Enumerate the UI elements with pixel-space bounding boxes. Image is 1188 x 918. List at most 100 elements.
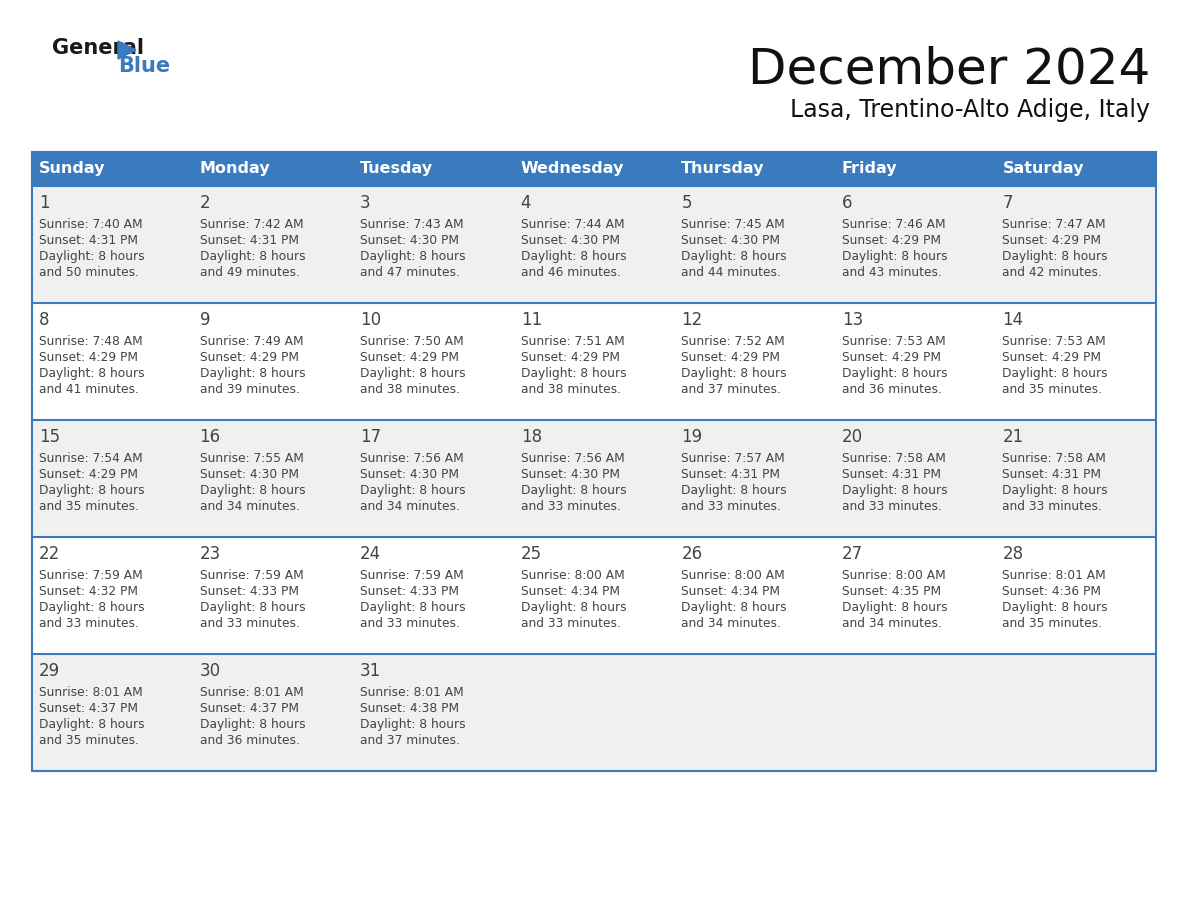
Text: 24: 24 [360,545,381,563]
Text: Sunset: 4:35 PM: Sunset: 4:35 PM [842,585,941,598]
Text: Daylight: 8 hours: Daylight: 8 hours [520,484,626,497]
Text: Daylight: 8 hours: Daylight: 8 hours [39,367,145,380]
Text: and 41 minutes.: and 41 minutes. [39,383,139,396]
Text: Sunrise: 7:43 AM: Sunrise: 7:43 AM [360,218,463,231]
Text: Sunset: 4:37 PM: Sunset: 4:37 PM [39,702,138,715]
Text: 25: 25 [520,545,542,563]
Text: and 33 minutes.: and 33 minutes. [681,500,782,513]
Text: 19: 19 [681,428,702,446]
Text: Daylight: 8 hours: Daylight: 8 hours [520,250,626,263]
Text: and 33 minutes.: and 33 minutes. [842,500,942,513]
Text: Daylight: 8 hours: Daylight: 8 hours [360,718,466,731]
Text: Daylight: 8 hours: Daylight: 8 hours [360,250,466,263]
Text: Daylight: 8 hours: Daylight: 8 hours [681,601,786,614]
Text: 3: 3 [360,194,371,212]
Text: Daylight: 8 hours: Daylight: 8 hours [200,367,305,380]
Text: Daylight: 8 hours: Daylight: 8 hours [200,484,305,497]
Bar [32,186,1156,303]
Text: 6: 6 [842,194,852,212]
Text: and 50 minutes.: and 50 minutes. [39,266,139,279]
Text: 5: 5 [681,194,691,212]
Text: 30: 30 [200,662,221,680]
Text: 1: 1 [39,194,50,212]
Text: 10: 10 [360,311,381,329]
Text: Sunrise: 7:50 AM: Sunrise: 7:50 AM [360,335,463,348]
Text: Daylight: 8 hours: Daylight: 8 hours [842,484,948,497]
Text: 16: 16 [200,428,221,446]
Text: and 43 minutes.: and 43 minutes. [842,266,942,279]
Text: and 39 minutes.: and 39 minutes. [200,383,299,396]
Text: and 34 minutes.: and 34 minutes. [681,617,782,630]
Text: Saturday: Saturday [1003,162,1083,176]
Text: Sunrise: 8:01 AM: Sunrise: 8:01 AM [1003,569,1106,582]
Text: Sunset: 4:30 PM: Sunset: 4:30 PM [360,468,459,481]
Text: Sunset: 4:31 PM: Sunset: 4:31 PM [39,234,138,247]
Text: Sunset: 4:36 PM: Sunset: 4:36 PM [1003,585,1101,598]
Text: Sunset: 4:34 PM: Sunset: 4:34 PM [520,585,620,598]
Text: and 33 minutes.: and 33 minutes. [360,617,460,630]
Text: Thursday: Thursday [681,162,765,176]
Text: Friday: Friday [842,162,897,176]
Text: Sunrise: 7:42 AM: Sunrise: 7:42 AM [200,218,303,231]
Text: Sunset: 4:30 PM: Sunset: 4:30 PM [520,234,620,247]
Text: 14: 14 [1003,311,1024,329]
Text: Sunrise: 7:57 AM: Sunrise: 7:57 AM [681,452,785,465]
Text: Sunrise: 7:52 AM: Sunrise: 7:52 AM [681,335,785,348]
Text: 17: 17 [360,428,381,446]
Text: and 38 minutes.: and 38 minutes. [360,383,460,396]
Text: 2: 2 [200,194,210,212]
Text: 31: 31 [360,662,381,680]
Text: Tuesday: Tuesday [360,162,434,176]
Bar [192,152,353,186]
Text: and 33 minutes.: and 33 minutes. [39,617,139,630]
Bar [675,152,835,186]
Text: Sunrise: 7:48 AM: Sunrise: 7:48 AM [39,335,143,348]
Text: Sunset: 4:29 PM: Sunset: 4:29 PM [360,351,459,364]
Text: Daylight: 8 hours: Daylight: 8 hours [360,484,466,497]
Text: Daylight: 8 hours: Daylight: 8 hours [200,718,305,731]
Text: and 49 minutes.: and 49 minutes. [200,266,299,279]
Text: Sunset: 4:29 PM: Sunset: 4:29 PM [39,468,138,481]
Text: Daylight: 8 hours: Daylight: 8 hours [360,367,466,380]
Text: Sunrise: 7:55 AM: Sunrise: 7:55 AM [200,452,303,465]
Text: Sunrise: 7:58 AM: Sunrise: 7:58 AM [1003,452,1106,465]
Bar [32,537,1156,654]
Text: Sunrise: 7:51 AM: Sunrise: 7:51 AM [520,335,625,348]
Text: and 36 minutes.: and 36 minutes. [842,383,942,396]
Text: Sunrise: 8:00 AM: Sunrise: 8:00 AM [681,569,785,582]
Text: Sunrise: 8:01 AM: Sunrise: 8:01 AM [360,686,463,699]
Text: Sunset: 4:31 PM: Sunset: 4:31 PM [842,468,941,481]
Text: and 46 minutes.: and 46 minutes. [520,266,620,279]
Text: Sunrise: 7:53 AM: Sunrise: 7:53 AM [1003,335,1106,348]
Text: 27: 27 [842,545,862,563]
Text: and 42 minutes.: and 42 minutes. [1003,266,1102,279]
Text: and 44 minutes.: and 44 minutes. [681,266,782,279]
Text: Sunset: 4:37 PM: Sunset: 4:37 PM [200,702,298,715]
Text: 26: 26 [681,545,702,563]
Text: Sunset: 4:30 PM: Sunset: 4:30 PM [200,468,298,481]
Text: Daylight: 8 hours: Daylight: 8 hours [39,250,145,263]
Text: Sunrise: 7:56 AM: Sunrise: 7:56 AM [520,452,625,465]
Text: Sunset: 4:29 PM: Sunset: 4:29 PM [1003,351,1101,364]
Text: 23: 23 [200,545,221,563]
Text: Monday: Monday [200,162,270,176]
Text: Sunrise: 8:01 AM: Sunrise: 8:01 AM [200,686,303,699]
Text: 11: 11 [520,311,542,329]
Text: Sunset: 4:30 PM: Sunset: 4:30 PM [360,234,459,247]
Text: Sunset: 4:29 PM: Sunset: 4:29 PM [520,351,620,364]
Text: Sunrise: 7:47 AM: Sunrise: 7:47 AM [1003,218,1106,231]
Bar [996,152,1156,186]
Text: 18: 18 [520,428,542,446]
Text: Sunrise: 8:00 AM: Sunrise: 8:00 AM [842,569,946,582]
Text: 4: 4 [520,194,531,212]
Text: Sunset: 4:31 PM: Sunset: 4:31 PM [681,468,781,481]
Bar [32,152,192,186]
Text: Sunset: 4:29 PM: Sunset: 4:29 PM [842,351,941,364]
Text: Sunset: 4:29 PM: Sunset: 4:29 PM [842,234,941,247]
Text: 28: 28 [1003,545,1024,563]
Text: December 2024: December 2024 [747,45,1150,93]
Text: Sunrise: 7:40 AM: Sunrise: 7:40 AM [39,218,143,231]
Text: and 33 minutes.: and 33 minutes. [520,617,620,630]
Bar [513,152,675,186]
Text: Sunset: 4:33 PM: Sunset: 4:33 PM [200,585,298,598]
